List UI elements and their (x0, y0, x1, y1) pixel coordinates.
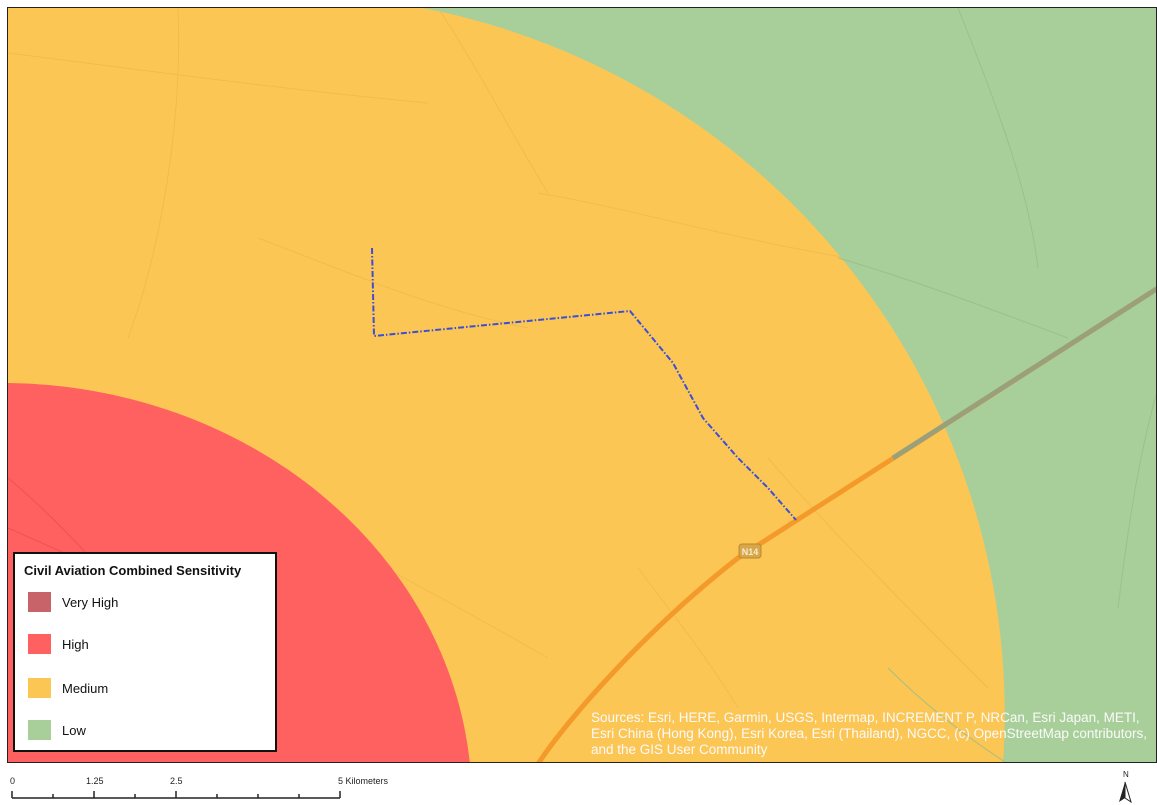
north-arrow: N (1115, 770, 1145, 804)
scale-bar-graphic (11, 791, 341, 799)
legend-label-low: Low (62, 722, 86, 738)
legend-title: Civil Aviation Combined Sensitivity (24, 563, 242, 578)
scale-label-2-5: 2.5 (170, 776, 183, 786)
attribution-text: Sources: Esri, HERE, Garmin, USGS, Inter… (591, 710, 1147, 757)
legend-swatch-high (28, 634, 51, 654)
highway-n14-low-segment (891, 286, 1156, 461)
legend-swatch-very-high (28, 592, 51, 612)
basemap-roads-low (837, 8, 1156, 762)
north-label: N (1123, 770, 1129, 779)
low-sensitivity-zone (423, 8, 1156, 762)
scale-label-1-25: 1.25 (86, 776, 104, 786)
scale-label-0: 0 (10, 776, 16, 786)
scale-bar: 0 1.25 2.5 5 Kilometers (0, 770, 460, 805)
legend-item-high: High (28, 634, 89, 654)
proposed-route (371, 247, 797, 521)
legend-item-medium: Medium (28, 678, 108, 698)
legend-label-high: High (62, 636, 89, 652)
legend-swatch-low (28, 720, 51, 740)
legend-label-medium: Medium (62, 680, 109, 696)
legend: Civil Aviation Combined Sensitivity Very… (13, 552, 277, 752)
road-shield-n14: N14 (738, 543, 762, 559)
legend-item-low: Low (28, 720, 86, 740)
legend-item-very-high: Very High (28, 592, 118, 612)
scale-label-5-km: 5 Kilometers (338, 776, 389, 786)
svg-text:N14: N14 (742, 547, 759, 557)
legend-swatch-medium (28, 678, 51, 698)
highway-n14 (536, 286, 1156, 762)
legend-label-very-high: Very High (62, 594, 119, 610)
north-arrow-icon (1119, 781, 1132, 804)
